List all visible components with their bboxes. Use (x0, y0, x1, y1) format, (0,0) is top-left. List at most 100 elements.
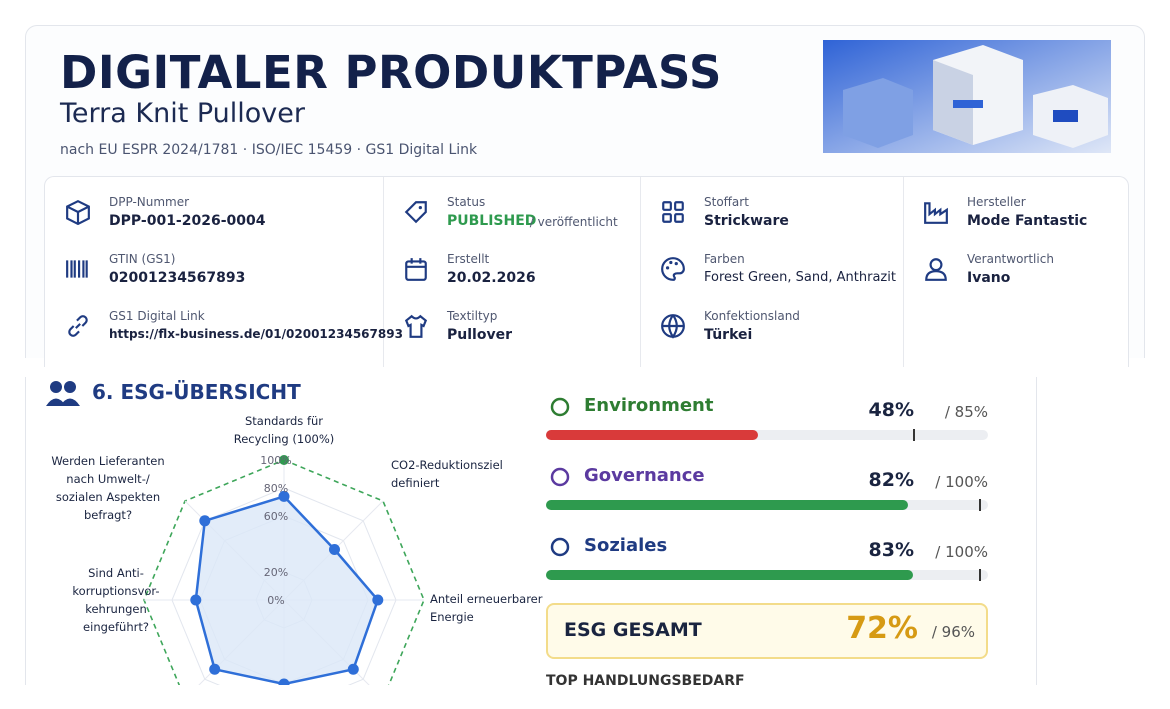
bar-target-marker (979, 569, 981, 581)
info-value: Ivano (967, 270, 1011, 286)
radar-tick-label: 20% (264, 566, 288, 579)
bar-fill (546, 500, 909, 510)
people-icon (46, 381, 80, 406)
esg-total: ESG GESAMT 72% / 96% (546, 603, 988, 659)
info-value: https://flx-business.de/01/0200123456789… (109, 327, 403, 341)
info-label: Hersteller (967, 195, 1026, 209)
radar-axis-label-line: Standards für (245, 414, 323, 428)
info-label: Textiltyp (447, 309, 498, 323)
norms: nach EU ESPR 2024/1781 · ISO/IEC 15459 ·… (60, 142, 478, 158)
info-value: 20.02.2026 (447, 270, 536, 286)
radar-point (328, 544, 340, 556)
info-label: GTIN (GS1) (109, 252, 176, 266)
total-target: / 96% (931, 623, 975, 641)
title: DIGITALER PRODUKTPASS (60, 46, 722, 99)
info-column: DPP-Nummer DPP-001-2026-0004 GTIN (GS1) 020… (45, 177, 403, 367)
radar-axis-label-line: kehrungen (85, 602, 147, 616)
radar-tick-label: 0% (267, 594, 284, 607)
bar-value: 48% (868, 399, 914, 421)
info-column: Status PUBLISHED / veröffentlicht Erstellt 2… (383, 177, 641, 367)
icon (66, 260, 88, 278)
radar-axis-label-line: Energie (430, 610, 474, 624)
icon (661, 314, 685, 339)
info-label: Stoffart (704, 195, 749, 209)
total-label: ESG GESAMT (564, 619, 702, 641)
bar-target: / 100% (935, 473, 988, 491)
radar-point (347, 663, 359, 675)
radar-axis-label-line: Recycling (100%) (234, 432, 335, 446)
radar-tick-label: 60% (264, 510, 288, 523)
radar-axis-label-line: eingeführt? (83, 620, 149, 634)
bar-name: Governance (584, 465, 705, 486)
info-column: Hersteller Mode Fantastic Verantwortlich Iv… (903, 177, 1128, 367)
hero-image (823, 40, 1111, 153)
bar-fill (546, 430, 759, 440)
radar-axis-label-line: Anteil erneuerbarer (430, 592, 543, 606)
icon (924, 202, 948, 224)
radar-point (199, 515, 211, 527)
bar-target-marker (912, 429, 915, 441)
radar-axis-label-line: Sind Anti- (88, 566, 144, 580)
info-label: DPP-Nummer (109, 195, 190, 209)
info-value: Türkei (704, 327, 753, 343)
radar-tick-label: 80% (264, 482, 288, 495)
footer-heading: TOP HANDLUNGSBEDARF (546, 673, 745, 685)
info-note: / veröffentlicht (529, 215, 618, 229)
info-label: Erstellt (447, 252, 490, 266)
radar-axis-label: Anteil erneuerbarer Energie (430, 592, 543, 624)
icon (405, 258, 427, 281)
radar-point (190, 594, 202, 606)
radar-axis-label-line: nach Umwelt-/ (66, 472, 150, 486)
icon (925, 258, 947, 281)
info-label: Status (447, 195, 486, 209)
bar-target-marker (979, 499, 981, 511)
bar-name: Soziales (584, 535, 668, 556)
bar-value: 83% (868, 539, 914, 561)
subtitle: Terra Knit Pullover (60, 98, 305, 129)
info-column: Stoffart Strickware Farben Forest Green, Sa… (640, 177, 904, 367)
icon (66, 199, 90, 225)
info-label: GS1 Digital Link (109, 309, 205, 323)
radar-axis-label: Sind Anti-korruptionsvor-kehrungen eingef… (72, 566, 159, 634)
total-value: 72% (846, 611, 918, 646)
info-value: 02001234567893 (109, 270, 246, 286)
info-value: Forest Green, Sand, Anthrazit (704, 270, 896, 285)
info-value: Pullover (447, 327, 512, 343)
bar-track (546, 569, 988, 581)
info-label: Konfektionsland (704, 309, 800, 323)
radar-point (278, 678, 290, 685)
info-panel: DPP-Nummer DPP-001-2026-0004 GTIN (GS1) 020… (44, 176, 1129, 367)
bar-track (546, 429, 988, 441)
radar-axis-label-line: CO2-Reduktionsziel (391, 458, 503, 472)
icon (68, 315, 88, 337)
bar-fill (546, 570, 913, 580)
radar-chart: 100% 80% 60% 20% 0% Standards für Recycling (1… (51, 414, 543, 685)
radar-axis-label: CO2-Reduktionsziel definiert (391, 458, 503, 490)
bar-icon (550, 537, 570, 557)
icon (662, 201, 684, 223)
bar-target: / 100% (935, 543, 988, 561)
bar-track (546, 499, 988, 511)
radar-axis-label-line: sozialen Aspekten (56, 490, 160, 504)
radar-area (194, 494, 380, 685)
radar-axis-label-line: befragt? (84, 508, 132, 522)
radar-tick-label: 100% (260, 454, 291, 467)
bar-value: 82% (868, 469, 914, 491)
radar-point (209, 663, 221, 675)
info-value: DPP-001-2026-0004 (109, 213, 266, 229)
info-label: Verantwortlich (967, 252, 1054, 266)
bar-target: / 85% (944, 403, 988, 421)
bar-name: Environment (584, 395, 714, 416)
info-label: Farben (704, 252, 745, 266)
radar-outer-dot (279, 455, 289, 465)
info-value: Mode Fantastic (967, 213, 1088, 229)
radar-axis-label: Standards für Recycling (100%) (234, 414, 335, 446)
radar-axis-label-line: definiert (391, 476, 440, 490)
header-card: DIGITALER PRODUKTPASS Terra Knit Pullove… (25, 25, 1145, 367)
bar-icon (550, 467, 570, 487)
esg-section: 6. ESG-ÜBERSICHT 100% 80% 60% 20% 0% Standard… (25, 377, 1037, 685)
radar-point (372, 594, 384, 606)
icon (404, 314, 428, 338)
radar-axis-label: Werden Lieferanten nach Umwelt-/ sozialen … (51, 454, 164, 522)
